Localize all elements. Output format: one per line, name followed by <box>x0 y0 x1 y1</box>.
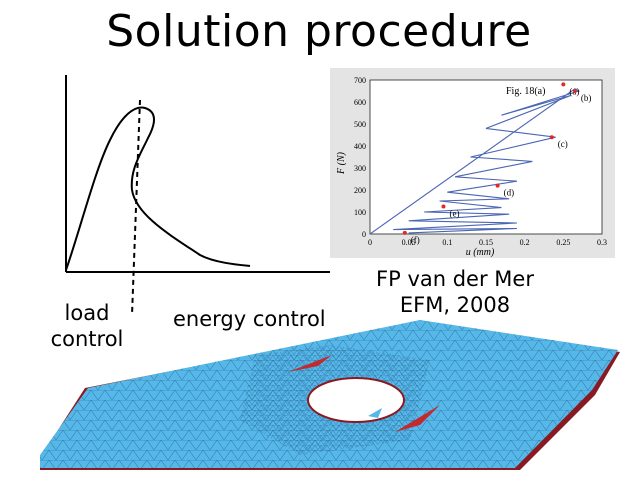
y-tick-label: 0 <box>362 230 366 239</box>
point-marker <box>402 230 407 235</box>
x-tick-label: 0.2 <box>520 238 530 247</box>
load-control-label: load control <box>50 301 124 351</box>
point-label: (d) <box>504 188 514 198</box>
point-label: (b) <box>581 93 592 103</box>
point-label: (c) <box>558 139 568 149</box>
x-axis-label: u (mm) <box>466 247 495 258</box>
fig-label: Fig. 18(a) <box>506 86 545 97</box>
snap-back-curve <box>65 106 251 271</box>
point-label: (e) <box>449 209 459 219</box>
x-tick-label: 0.25 <box>556 238 570 247</box>
y-tick-label: 300 <box>354 164 366 173</box>
citation-journal: EFM, 2008 <box>399 293 511 317</box>
y-tick-label: 500 <box>354 120 366 129</box>
crack-right <box>395 405 440 432</box>
citation-author: FP van der Mer <box>376 267 534 291</box>
inset-plot: 0 0.05 0.1 0.15 0.2 0.25 0.3 0 100 200 300 400 500 60… <box>330 68 615 258</box>
inset-plot-svg: 0 0.05 0.1 0.15 0.2 0.25 0.3 0 100 200 300 400 500 60… <box>336 76 607 258</box>
y-tick-label: 100 <box>354 208 366 217</box>
point-marker <box>549 135 554 140</box>
x-tick-label: 0.1 <box>442 238 452 247</box>
x-tick-label: 0.15 <box>479 238 493 247</box>
energy-control-label: energy control <box>173 307 326 331</box>
point-label: (f) <box>411 235 420 245</box>
y-axis-label: F (N) <box>336 151 347 175</box>
x-tick-label: 0 <box>368 238 372 247</box>
point-marker <box>561 82 566 87</box>
y-tick-label: 700 <box>354 76 366 85</box>
y-tick-label: 600 <box>354 98 366 107</box>
x-tick-label: 0.3 <box>597 238 607 247</box>
force-displacement-curve <box>369 88 581 235</box>
slide-title: Solution procedure <box>106 6 532 57</box>
point-marker <box>495 183 500 188</box>
plate-hole <box>307 377 405 423</box>
y-tick-label: 400 <box>354 142 366 151</box>
y-tick-label: 200 <box>354 186 366 195</box>
point-marker <box>441 204 446 209</box>
crack-left <box>288 355 332 372</box>
point-marker <box>572 89 577 93</box>
x-tick-label: 0.05 <box>402 238 416 247</box>
hole-notch <box>368 408 382 418</box>
